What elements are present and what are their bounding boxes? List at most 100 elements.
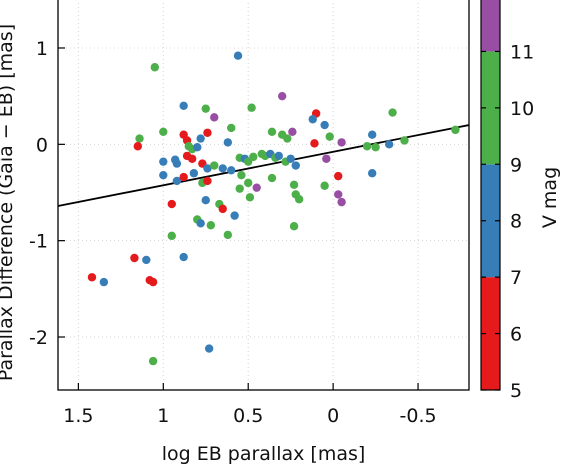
data-point	[245, 193, 255, 202]
data-point	[135, 134, 144, 143]
data-point	[227, 123, 236, 133]
fit-line	[57, 124, 470, 207]
data-point	[203, 164, 212, 173]
data-point	[201, 104, 210, 113]
data-point	[130, 253, 139, 263]
data-point	[310, 139, 319, 148]
data-point	[244, 178, 253, 188]
x-tick-label: 1	[157, 405, 169, 427]
y-tick-label: 1	[36, 38, 48, 60]
data-point	[201, 196, 210, 205]
data-point	[159, 127, 168, 137]
data-point	[289, 222, 299, 231]
data-point	[237, 170, 246, 180]
data-point	[334, 171, 343, 181]
data-point	[235, 184, 244, 193]
data-point	[337, 138, 346, 147]
data-point	[148, 356, 158, 366]
data-point	[286, 154, 295, 163]
colorbar-band	[481, 51, 500, 165]
data-point	[196, 219, 205, 228]
colorbar-tick-label: 5	[510, 380, 522, 402]
colorbar-tick-label: 6	[510, 324, 522, 346]
colorbar-band	[481, 164, 500, 278]
data-point	[189, 169, 199, 178]
colorbar-tick-label: 11	[510, 41, 534, 63]
x-tick-label: 0.5	[233, 405, 263, 427]
data-point	[196, 134, 205, 143]
colorbar-tick-label: 9	[510, 154, 522, 176]
grid	[58, 0, 469, 390]
data-point	[337, 197, 346, 207]
data-point	[384, 140, 394, 149]
data-points	[87, 51, 460, 366]
data-point	[203, 128, 212, 137]
colorbar-label: V mag	[539, 167, 561, 228]
data-point	[320, 120, 329, 130]
y-tick-label: 0	[36, 134, 48, 156]
data-point	[249, 152, 258, 162]
data-point	[193, 143, 202, 152]
data-point	[283, 134, 292, 143]
colorbar-band	[481, 0, 500, 52]
data-point	[267, 173, 277, 183]
data-point	[227, 166, 236, 175]
plot-frame	[57, 0, 470, 391]
data-point	[400, 136, 409, 145]
data-point	[288, 127, 297, 137]
y-tick-label: -1	[29, 231, 48, 253]
data-point	[210, 161, 219, 170]
data-point	[252, 183, 261, 192]
data-point	[223, 138, 233, 147]
x-tick-label: -0.5	[400, 405, 437, 427]
data-point	[142, 255, 151, 265]
y-axis-label: Parallax Difference (Gaia − EB) [mas]	[0, 24, 17, 381]
data-point	[362, 142, 372, 151]
x-axis-label: log EB parallax [mas]	[162, 443, 366, 465]
data-point	[218, 204, 227, 214]
data-point	[451, 125, 460, 135]
data-point	[291, 161, 300, 170]
colorbar: 5 6 7 8 9 10 11 V mag	[480, 0, 561, 402]
fit-line-group	[57, 124, 470, 207]
data-point	[204, 344, 214, 353]
data-point	[294, 195, 304, 204]
y-axis: 1 0 -1 -2	[29, 38, 65, 349]
data-point	[334, 190, 343, 199]
data-point	[167, 231, 176, 241]
data-point	[87, 273, 97, 282]
data-point	[267, 127, 277, 137]
data-point	[322, 154, 331, 163]
x-tick-label: 1.5	[63, 405, 93, 427]
data-point	[179, 172, 188, 182]
x-tick-label: 0	[327, 405, 339, 427]
data-point	[172, 159, 182, 168]
data-point	[247, 103, 256, 112]
data-point	[233, 51, 243, 60]
data-point	[277, 91, 287, 101]
data-point	[206, 221, 216, 230]
data-point	[371, 143, 380, 152]
data-point	[274, 151, 283, 161]
y-tick-label: -2	[29, 327, 48, 349]
data-point	[218, 164, 227, 173]
data-point	[223, 230, 233, 240]
data-point	[159, 170, 168, 180]
data-point	[367, 169, 377, 178]
colorbar-tick-label: 10	[510, 98, 534, 120]
data-point	[308, 115, 317, 124]
data-point	[148, 277, 158, 287]
data-point	[187, 154, 197, 163]
data-point	[159, 157, 168, 166]
data-point	[388, 108, 397, 117]
colorbar-frame	[480, 0, 501, 391]
data-point	[179, 101, 188, 110]
data-point	[203, 176, 212, 186]
data-point	[289, 180, 299, 189]
colorbar-tick-label: 8	[510, 211, 522, 233]
x-axis: 1.5 1 0.5 0 -0.5	[63, 383, 437, 427]
colorbar-tick-label: 7	[510, 267, 522, 289]
data-point	[99, 277, 109, 287]
